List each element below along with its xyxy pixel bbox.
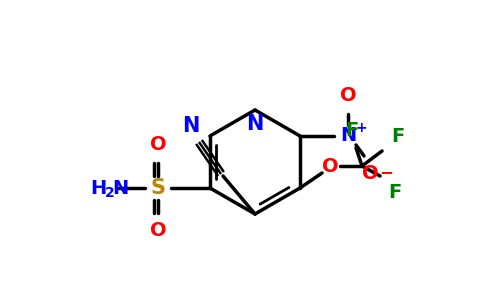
Text: 2: 2: [105, 186, 115, 200]
Text: F: F: [392, 127, 405, 146]
Text: N: N: [182, 116, 200, 136]
Text: O: O: [362, 164, 378, 184]
Text: +: +: [355, 121, 367, 135]
Text: O: O: [322, 157, 338, 175]
Text: F: F: [346, 121, 359, 140]
Text: S: S: [151, 178, 166, 198]
Text: N: N: [112, 178, 128, 197]
Text: O: O: [150, 221, 166, 241]
Text: H: H: [90, 178, 106, 197]
Text: N: N: [246, 114, 264, 134]
Text: −: −: [379, 163, 393, 181]
Text: F: F: [388, 182, 402, 202]
Text: O: O: [340, 86, 356, 106]
Text: O: O: [150, 136, 166, 154]
Text: N: N: [340, 127, 356, 146]
